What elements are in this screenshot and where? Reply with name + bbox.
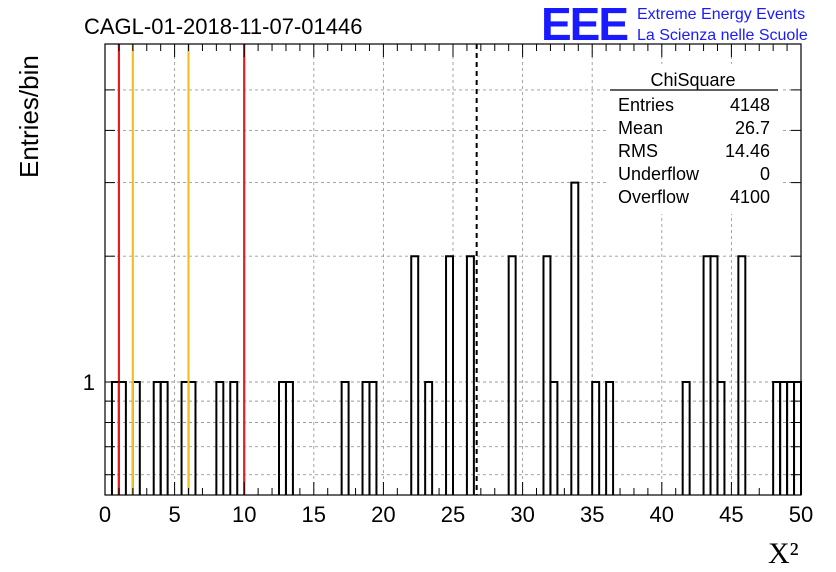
histogram-bin [507, 255, 517, 495]
histogram-bin [215, 381, 225, 495]
eee-logo: EEE Extreme Energy Events La Scienza nel… [541, 0, 808, 50]
tick-labels: 0 5 10 15 20 25 30 35 40 45 50 1 [83, 370, 813, 527]
histogram-bin [570, 181, 580, 495]
stats-value-entries: 4148 [730, 95, 770, 115]
histogram-bin [779, 381, 789, 495]
stats-value-rms: 14.46 [725, 141, 770, 161]
logo-line1: Extreme Energy Events [637, 6, 805, 23]
stats-label-mean: Mean [618, 118, 663, 138]
histogram-bin [605, 381, 615, 495]
x-tick-label: 20 [371, 502, 395, 527]
x-tick-label: 0 [99, 502, 111, 527]
stats-label-underflow: Underflow [618, 164, 700, 184]
histogram-bin [737, 255, 747, 495]
histogram-bin [702, 255, 712, 495]
stats-title: ChiSquare [650, 70, 735, 90]
y-axis-label: Entries/bin [14, 55, 44, 178]
x-tick-label: 50 [789, 502, 813, 527]
x-tick-label: 45 [719, 502, 743, 527]
histogram-bin [542, 255, 552, 495]
histogram-bin [340, 381, 350, 495]
histogram-bin [445, 255, 454, 495]
logo-mark: EEE [541, 0, 627, 50]
histogram-bin [410, 255, 420, 495]
histogram-bin [361, 381, 371, 495]
stats-label-rms: RMS [618, 141, 658, 161]
histogram-bin [229, 381, 239, 495]
stats-box-bg [608, 64, 780, 214]
histogram-bin [772, 381, 782, 495]
histogram-bin [152, 381, 162, 495]
x-tick-label: 25 [441, 502, 465, 527]
axis-ticks [104, 44, 802, 495]
histogram-bin [465, 255, 475, 495]
histogram-bin [278, 381, 287, 495]
x-tick-label: 35 [580, 502, 604, 527]
histogram-bin [709, 255, 719, 495]
x-tick-label: 10 [232, 502, 256, 527]
stats-value-overflow: 4100 [730, 187, 770, 207]
histogram-bin [368, 381, 378, 495]
histogram-bin [284, 381, 294, 495]
stats-label-entries: Entries [618, 95, 674, 115]
stats-value-mean: 26.7 [735, 118, 770, 138]
histogram-bin [681, 381, 691, 495]
histogram-series [110, 181, 802, 495]
reference-lines [117, 44, 478, 495]
chart-title: CAGL-01-2018-11-07-01446 [84, 14, 362, 39]
x-axis-label: X² [768, 537, 799, 570]
x-tick-label: 5 [168, 502, 180, 527]
x-tick-label: 40 [650, 502, 674, 527]
histogram-bin [591, 381, 601, 495]
histogram-bin [716, 381, 726, 495]
histogram-bin [786, 381, 796, 495]
histogram-bin [159, 381, 169, 495]
y-tick-label: 1 [83, 370, 95, 395]
x-tick-label: 15 [302, 502, 326, 527]
x-tick-label: 30 [510, 502, 534, 527]
logo-line2: La Scienza nelle Scuole [637, 27, 808, 44]
histogram-bin [793, 381, 802, 495]
stats-label-overflow: Overflow [618, 187, 690, 207]
histogram-bin [549, 381, 559, 495]
stats-box: ChiSquare Entries 4148 Mean 26.7 RMS 14.… [608, 64, 780, 214]
stats-value-underflow: 0 [760, 164, 770, 184]
histogram-bin [424, 381, 434, 495]
